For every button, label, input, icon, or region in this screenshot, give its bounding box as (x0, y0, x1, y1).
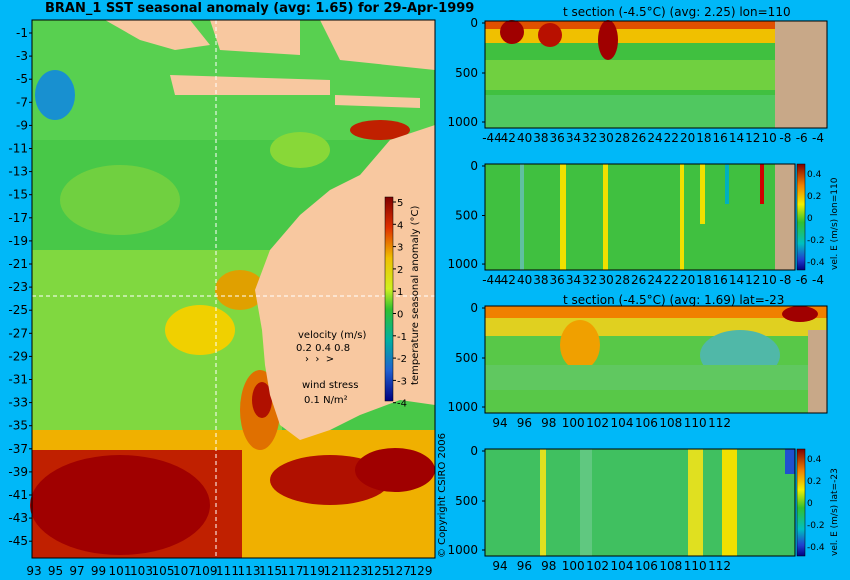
map-x-tick: 93 (26, 564, 41, 578)
sst-colorbar-tick: 5 (397, 198, 403, 209)
sst-colorbar-tick: 3 (397, 243, 403, 254)
map-y-tick: -19 (8, 234, 28, 248)
map-y-tick: -11 (8, 142, 28, 156)
map-title: BRAN_1 SST seasonal anomaly (avg: 1.65) … (45, 1, 475, 16)
section3-title: t section (-4.5°C) (avg: 1.69) lat=-23 (563, 293, 785, 307)
sst-colorbar (384, 196, 394, 402)
map-y-tick: -45 (8, 534, 28, 548)
copyright: © Copyright CSIRO 2006 (437, 433, 448, 558)
velocity-legend-title: velocity (m/s) (298, 330, 367, 341)
sst-colorbar-tick: 0 (397, 310, 403, 321)
sst-colorbar-tick: 1 (397, 287, 403, 298)
map-y-tick: -9 (16, 118, 28, 132)
map-x-tick: 121 (324, 564, 347, 578)
map-y-tick: -25 (8, 303, 28, 317)
map-y-tick: -13 (8, 165, 28, 179)
map-x-tick: 117 (281, 564, 304, 578)
map-x-tick: 123 (345, 564, 368, 578)
map-y-tick: -37 (8, 442, 28, 456)
map-x-tick: 99 (91, 564, 106, 578)
map-y-tick: -23 (8, 280, 28, 294)
map-x-tick: 119 (302, 564, 325, 578)
map-x-tick: 129 (410, 564, 433, 578)
map-x-tick: 107 (173, 564, 196, 578)
map-x-tick: 97 (69, 564, 84, 578)
sst-colorbar-tick: 4 (397, 220, 403, 231)
map-x-tick: 103 (130, 564, 153, 578)
wind-legend-value: 0.1 N/m² (304, 395, 348, 406)
sst-colorbar-tick: -2 (397, 354, 407, 365)
map-y-tick: -31 (8, 373, 28, 387)
sst-colorbar-tick: -1 (397, 332, 407, 343)
map-y-tick: -21 (8, 257, 28, 271)
sst-colorbar-tick: -3 (397, 376, 407, 387)
velocity-legend-values: 0.2 0.4 0.8 (296, 343, 351, 354)
map-y-tick: -17 (8, 211, 28, 225)
map-x-tick: 127 (388, 564, 411, 578)
map-y-tick: -3 (16, 49, 28, 63)
map-x-tick: 95 (48, 564, 63, 578)
map-y-tick: -33 (8, 396, 28, 410)
wind-legend-title: wind stress (302, 380, 359, 391)
map-y-tick: -39 (8, 465, 28, 479)
map-y-tick: -15 (8, 188, 28, 202)
map-y-tick: -43 (8, 511, 28, 525)
sst-colorbar-label: temperature seasonal anomaly (°C) (410, 205, 421, 385)
map-y-tick: -1 (16, 26, 28, 40)
map-y-tick: -41 (8, 488, 28, 502)
map-y-tick: -35 (8, 419, 28, 433)
velocity-ylabel-2: vel. E (m/s) lat=-23 (830, 468, 840, 556)
map-x-tick: 109 (195, 564, 218, 578)
map-x-tick: 125 (367, 564, 390, 578)
map-x-tick: 115 (259, 564, 282, 578)
section1-title: t section (-4.5°C) (avg: 2.25) lon=110 (563, 5, 791, 19)
map-y-tick: -29 (8, 349, 28, 363)
map-x-tick: 111 (216, 564, 239, 578)
velocity-ylabel-1: vel. E (m/s) lon=110 (830, 177, 840, 270)
map-y-tick: -5 (16, 72, 28, 86)
map-x-tick: 113 (238, 564, 261, 578)
sst-colorbar-tick: 2 (397, 265, 403, 276)
map-x-tick: 101 (109, 564, 132, 578)
map-x-tick: 105 (152, 564, 175, 578)
velocity-legend-arrows: › › > (305, 354, 335, 365)
sst-colorbar-tick: -4 (397, 399, 407, 410)
map-y-tick: -7 (16, 95, 28, 109)
map-y-tick: -27 (8, 326, 28, 340)
